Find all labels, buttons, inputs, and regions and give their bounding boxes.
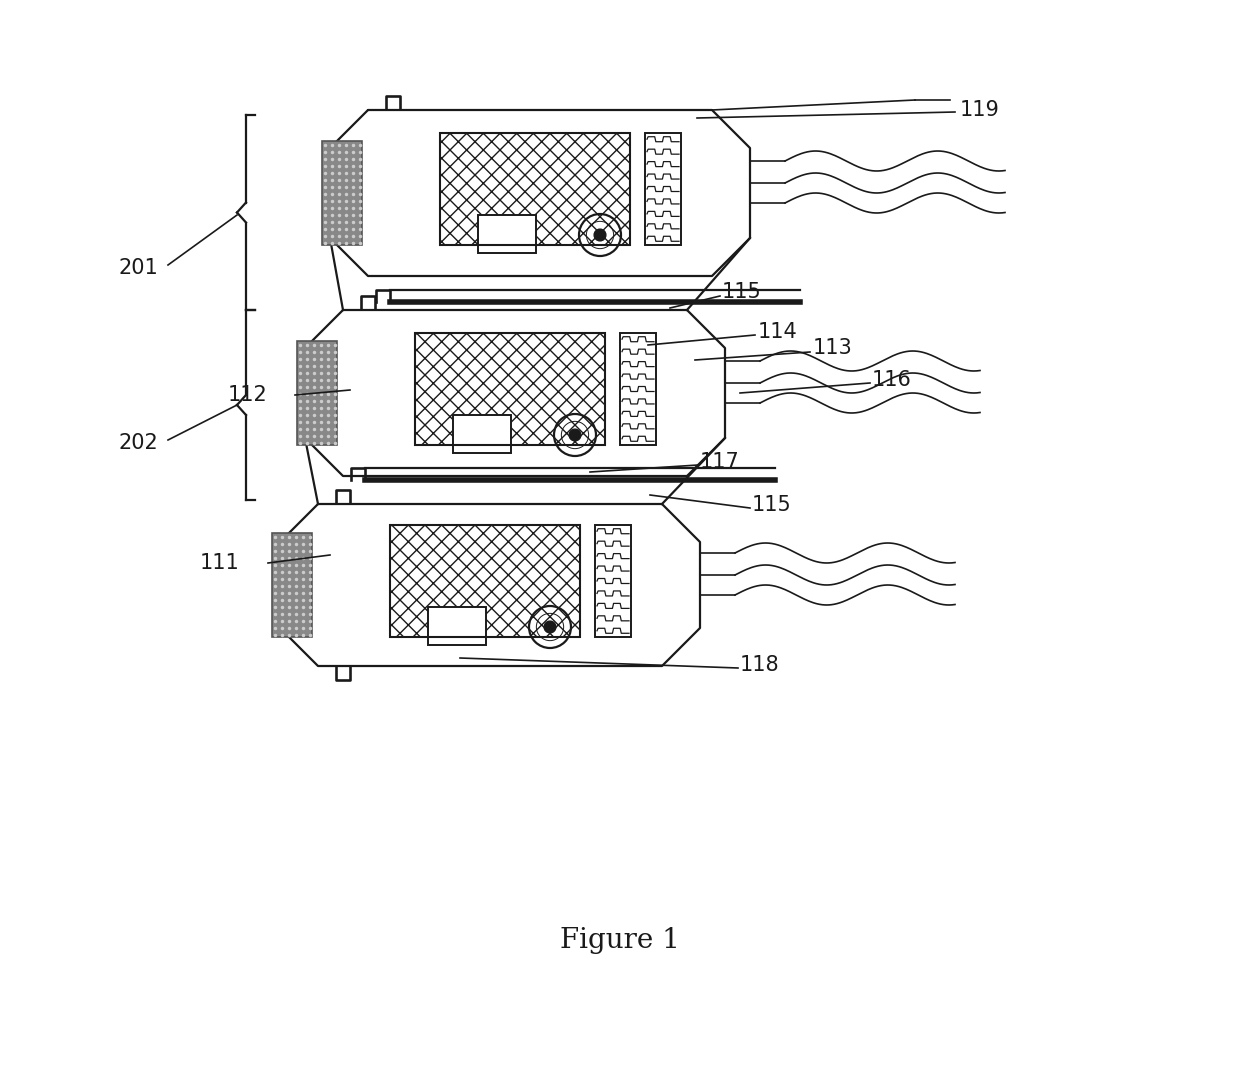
Bar [415,333,605,445]
Circle shape [544,621,556,632]
Text: 114: 114 [758,322,797,342]
Text: 112: 112 [228,385,268,405]
Bar [645,133,681,245]
Text: 113: 113 [813,338,853,358]
Text: Figure 1: Figure 1 [560,926,680,953]
Bar [415,333,605,445]
Bar [440,133,630,245]
Bar [477,215,536,253]
Circle shape [569,429,580,441]
Bar [391,525,580,637]
Bar [391,525,580,637]
Text: 118: 118 [740,655,780,675]
Bar [440,133,630,245]
Bar [298,341,337,445]
Bar [595,525,631,637]
Bar [440,133,630,245]
Bar [415,333,605,445]
Text: 116: 116 [872,370,911,390]
Text: 115: 115 [751,495,792,515]
Bar [620,333,656,445]
Bar [453,415,511,453]
Bar [391,525,580,637]
Bar [322,142,362,245]
Bar [428,607,486,645]
Text: 111: 111 [200,553,239,574]
Text: 115: 115 [722,282,761,302]
Text: 202: 202 [118,433,157,453]
Text: 119: 119 [960,100,999,120]
Circle shape [594,229,606,241]
Text: 201: 201 [118,258,157,278]
Text: 117: 117 [701,452,740,472]
Bar [272,533,312,637]
